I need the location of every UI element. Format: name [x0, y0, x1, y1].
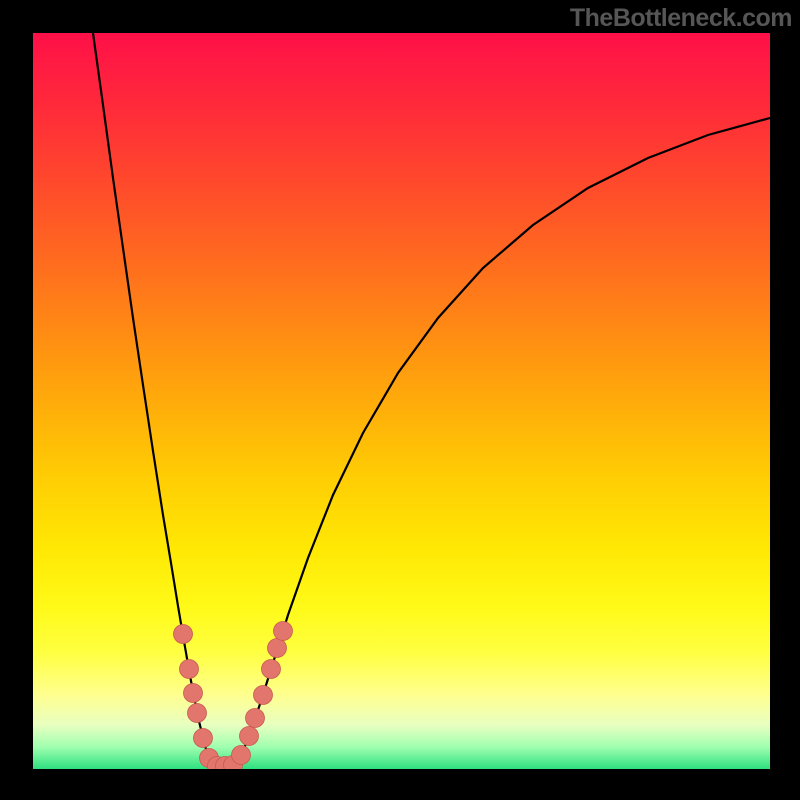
- data-marker: [268, 639, 287, 658]
- chart-container: TheBottleneck.com: [0, 0, 800, 800]
- watermark-text: TheBottleneck.com: [570, 4, 792, 33]
- data-marker: [174, 625, 193, 644]
- data-marker: [254, 686, 273, 705]
- data-marker: [274, 622, 293, 641]
- curve-right-branch: [221, 118, 770, 766]
- data-marker: [246, 709, 265, 728]
- data-marker: [262, 660, 281, 679]
- curve-left-branch: [93, 33, 221, 766]
- data-marker: [232, 746, 251, 765]
- data-marker: [188, 704, 207, 723]
- plot-area: [33, 33, 770, 769]
- data-markers: [174, 622, 293, 770]
- data-marker: [194, 729, 213, 748]
- data-marker: [180, 660, 199, 679]
- data-marker: [184, 684, 203, 703]
- curve-layer: [33, 33, 770, 769]
- data-marker: [240, 727, 259, 746]
